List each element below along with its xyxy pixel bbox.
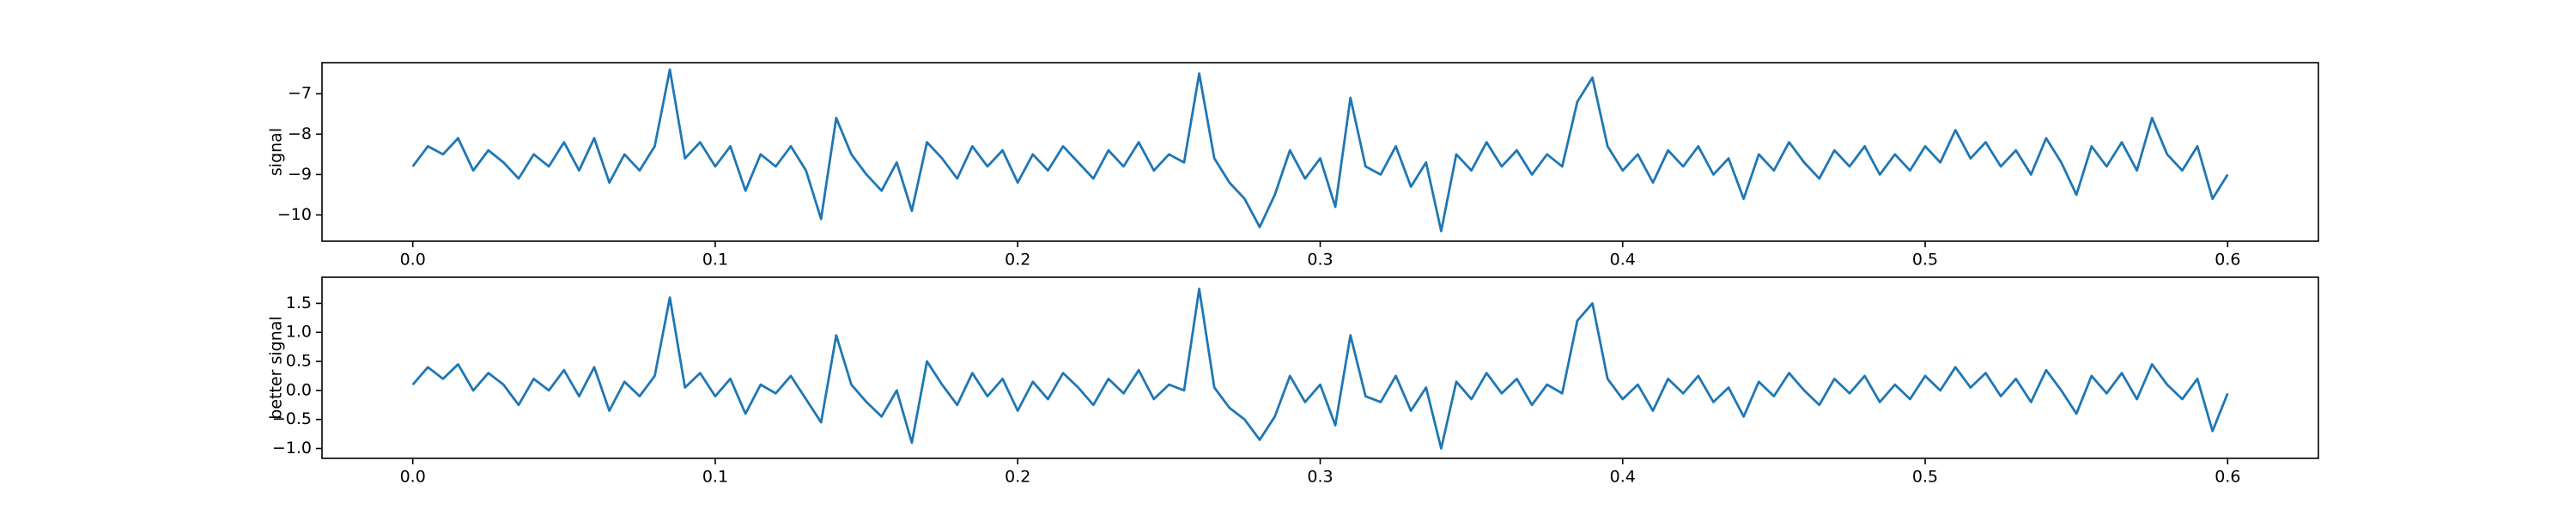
axes-frame bbox=[321, 276, 2319, 459]
x-tick-label: 0.0 bbox=[400, 468, 426, 487]
x-tick-label: 0.3 bbox=[1307, 251, 1333, 270]
y-tick-label: 1.5 bbox=[286, 294, 312, 312]
x-tick-label: 0.4 bbox=[1610, 251, 1636, 270]
signal-line bbox=[411, 68, 2229, 233]
x-tick-label: 0.3 bbox=[1307, 468, 1333, 487]
x-tick-label: 0.1 bbox=[702, 251, 728, 270]
y-tick-label: −9 bbox=[288, 165, 312, 184]
x-tick-label: 0.6 bbox=[2215, 468, 2240, 487]
signal-line bbox=[411, 288, 2229, 450]
axes-frame bbox=[321, 62, 2319, 242]
x-tick-label: 0.0 bbox=[400, 251, 426, 270]
y-tick-label: 0.0 bbox=[286, 380, 312, 399]
x-tick-label: 0.2 bbox=[1005, 251, 1030, 270]
x-tick-label: 0.6 bbox=[2215, 251, 2240, 270]
y-tick-label: −10 bbox=[277, 205, 312, 224]
y-tick-label: −7 bbox=[288, 84, 312, 103]
y-tick-label: −1.0 bbox=[272, 439, 312, 457]
x-tick-label: 0.4 bbox=[1610, 468, 1636, 487]
y-axis-label: signal bbox=[267, 128, 286, 176]
y-tick-label: 0.5 bbox=[286, 352, 312, 371]
y-axis-label: better signal bbox=[267, 316, 286, 419]
y-tick-label: −8 bbox=[288, 124, 312, 143]
x-tick-label: 0.5 bbox=[1912, 251, 1938, 270]
y-tick-label: −0.5 bbox=[272, 409, 312, 428]
x-tick-label: 0.1 bbox=[702, 468, 728, 487]
y-tick-label: 1.0 bbox=[286, 323, 312, 342]
x-tick-label: 0.5 bbox=[1912, 468, 1938, 487]
x-tick-label: 0.2 bbox=[1005, 468, 1030, 487]
